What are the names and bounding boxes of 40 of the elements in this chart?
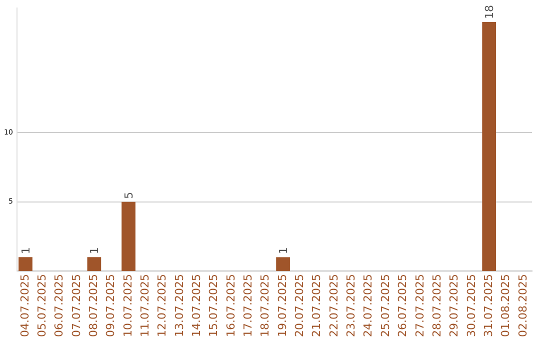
data-label: 5 (122, 192, 136, 199)
x-tick-label: 15.07.2025 (207, 274, 220, 338)
x-tick-label: 30.07.2025 (464, 274, 478, 338)
x-tick-label: 11.07.2025 (138, 274, 152, 338)
bar (87, 257, 102, 272)
x-tick-label: 09.07.2025 (104, 274, 118, 338)
x-tick-label: 04.07.2025 (18, 274, 32, 338)
x-tick-label: 10.07.2025 (121, 274, 134, 338)
x-tick-label: 06.07.2025 (52, 274, 66, 338)
data-label: 1 (277, 247, 290, 254)
x-tick-label: 17.07.2025 (242, 274, 255, 338)
x-tick-label: 27.07.2025 (413, 274, 426, 338)
x-tick-label: 16.07.2025 (224, 274, 238, 338)
bar (482, 22, 496, 272)
x-tick-label: 14.07.2025 (190, 274, 204, 338)
x-tick-label: 22.07.2025 (327, 274, 340, 338)
x-tick-label: 21.07.2025 (310, 274, 324, 338)
x-tick-label: 05.07.2025 (36, 274, 49, 338)
x-tick-label: 01.08.2025 (499, 274, 512, 338)
bar (276, 257, 290, 272)
x-tick-label: 28.07.2025 (430, 274, 444, 338)
x-tick-label: 13.07.2025 (172, 274, 186, 338)
x-tick-label: 29.07.2025 (448, 274, 461, 338)
x-tick-label: 23.07.2025 (344, 274, 358, 338)
x-tick-label: 19.07.2025 (276, 274, 289, 338)
bar (122, 202, 136, 272)
x-tick-label: 07.07.2025 (70, 274, 83, 338)
bar (18, 257, 32, 272)
x-tick-label: 18.07.2025 (258, 274, 272, 338)
data-label: 18 (483, 5, 496, 20)
x-tick-label: 12.07.2025 (156, 274, 169, 338)
data-label: 1 (19, 247, 32, 254)
x-tick-label: 26.07.2025 (396, 274, 410, 338)
data-label: 1 (88, 247, 102, 254)
x-tick-label: 02.08.2025 (516, 274, 530, 338)
x-tick-label: 08.07.2025 (87, 274, 100, 338)
x-tick-label: 24.07.2025 (362, 274, 375, 338)
x-tick-label: 25.07.2025 (378, 274, 392, 338)
x-tick-label: 31.07.2025 (482, 274, 495, 338)
x-tick-label: 20.07.2025 (293, 274, 306, 338)
